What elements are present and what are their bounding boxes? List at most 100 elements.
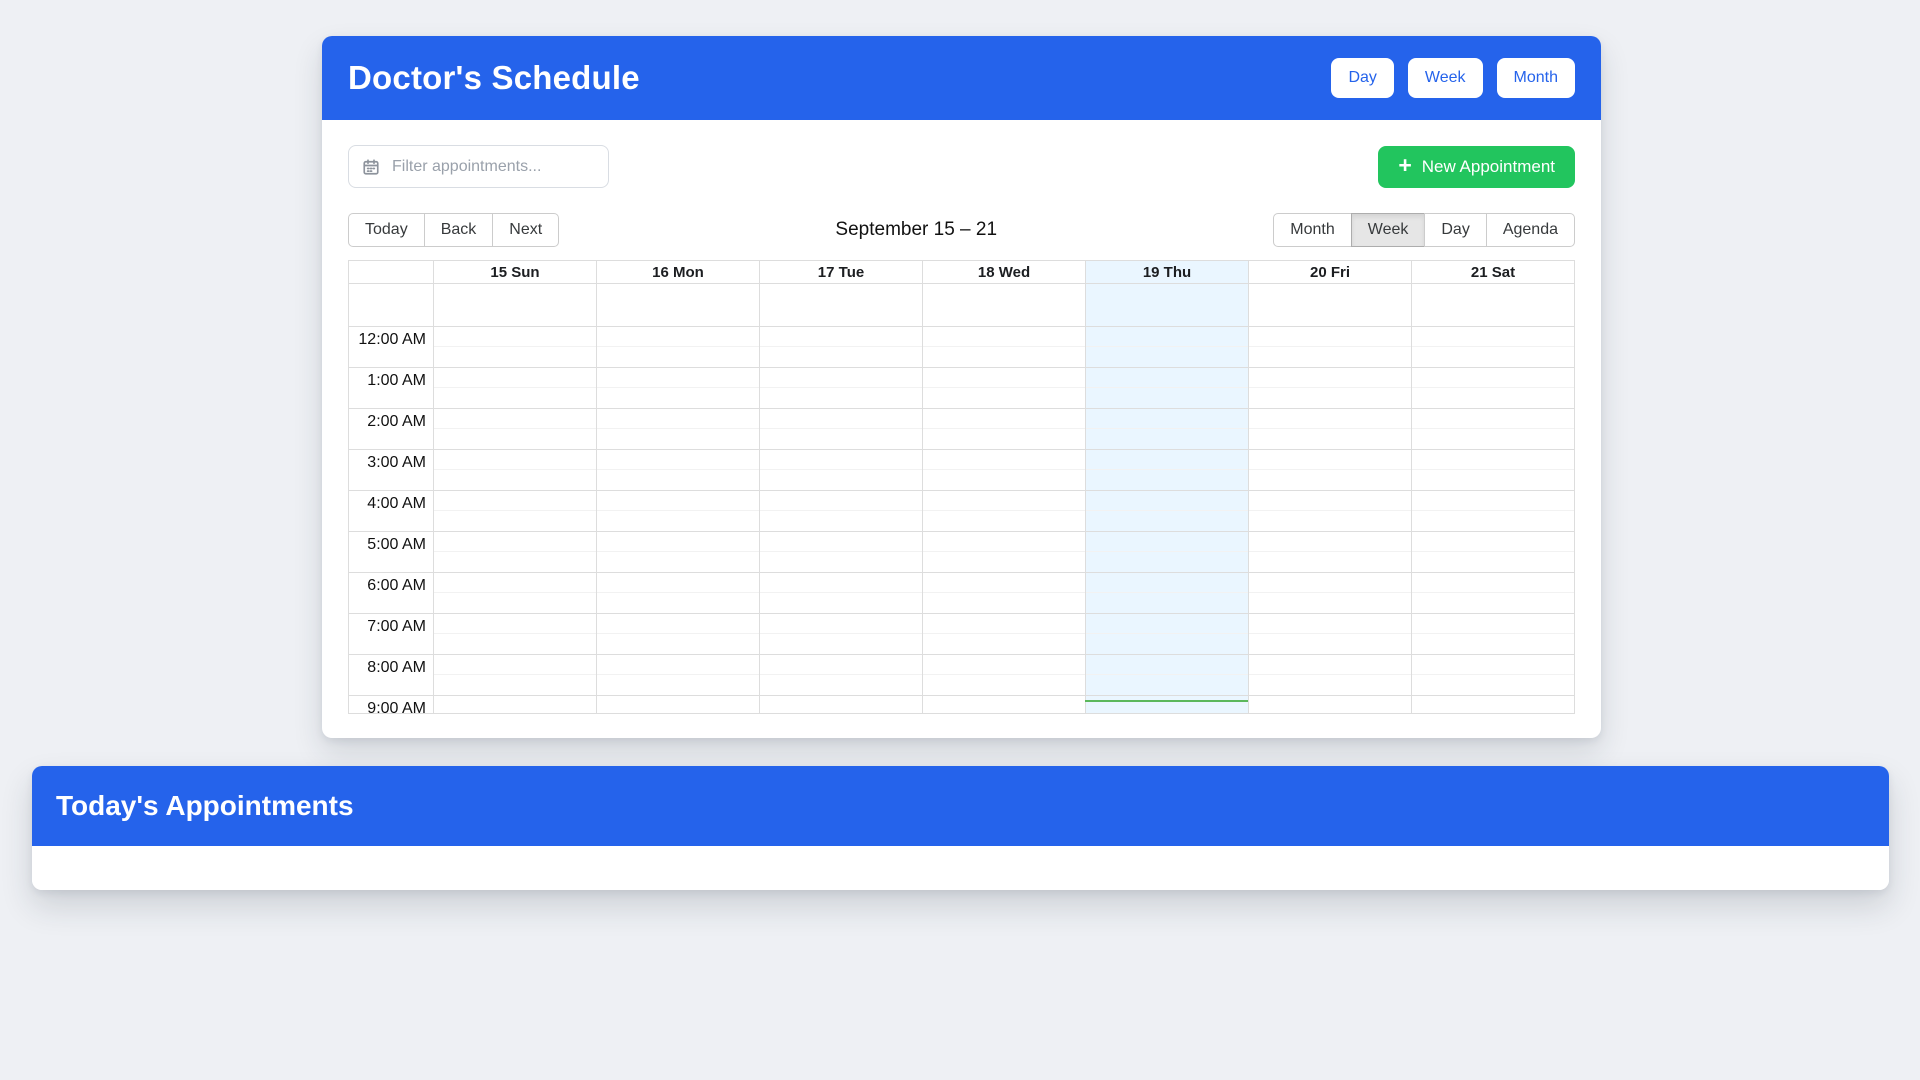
time-slot[interactable] [597, 573, 759, 614]
time-slot[interactable] [1412, 491, 1574, 532]
time-slot[interactable] [597, 491, 759, 532]
time-slot[interactable] [923, 614, 1085, 655]
time-slot[interactable] [597, 368, 759, 409]
time-slot[interactable] [923, 573, 1085, 614]
time-slot[interactable] [923, 655, 1085, 696]
time-slot[interactable] [597, 409, 759, 450]
time-slot[interactable] [1249, 696, 1411, 713]
time-slot[interactable] [923, 450, 1085, 491]
time-slot[interactable] [1249, 368, 1411, 409]
time-slot[interactable] [1086, 573, 1248, 614]
header-view-button-day[interactable]: Day [1331, 58, 1394, 98]
time-slot[interactable] [434, 327, 596, 368]
time-slot[interactable] [434, 409, 596, 450]
time-slot[interactable] [760, 327, 922, 368]
time-slot[interactable] [760, 532, 922, 573]
time-slot[interactable] [1086, 450, 1248, 491]
header-view-button-month[interactable]: Month [1496, 58, 1575, 98]
time-slot[interactable] [597, 532, 759, 573]
time-slot[interactable] [1086, 368, 1248, 409]
toolbar-view-day[interactable]: Day [1424, 213, 1487, 247]
time-slot[interactable] [923, 409, 1085, 450]
half-hour-divider [434, 491, 596, 511]
toolbar-view-month[interactable]: Month [1273, 213, 1352, 247]
time-slot[interactable] [1249, 450, 1411, 491]
time-slot[interactable] [1412, 614, 1574, 655]
time-slot[interactable] [434, 368, 596, 409]
new-appointment-button[interactable]: + New Appointment [1378, 145, 1575, 188]
time-slot[interactable] [1086, 614, 1248, 655]
current-time-indicator [1084, 700, 1248, 702]
allday-cell-tue[interactable] [759, 284, 922, 326]
time-slot[interactable] [1249, 409, 1411, 450]
time-slot[interactable] [760, 491, 922, 532]
half-hour-divider [1086, 655, 1248, 675]
time-slot[interactable] [1412, 696, 1574, 713]
time-slot[interactable] [1249, 655, 1411, 696]
toolbar-nav-next[interactable]: Next [492, 213, 560, 247]
half-hour-divider [1412, 573, 1574, 593]
time-slot[interactable] [434, 450, 596, 491]
time-label: 5:00 AM [349, 532, 433, 573]
time-slot[interactable] [923, 327, 1085, 368]
time-slot[interactable] [1086, 655, 1248, 696]
allday-cell-thu[interactable] [1085, 284, 1248, 326]
filter-appointments-box[interactable] [348, 145, 609, 188]
time-label: 8:00 AM [349, 655, 433, 696]
allday-cell-mon[interactable] [596, 284, 759, 326]
time-slot[interactable] [760, 614, 922, 655]
time-slot[interactable] [1086, 491, 1248, 532]
time-slot[interactable] [923, 491, 1085, 532]
time-slot[interactable] [923, 532, 1085, 573]
time-slot[interactable] [760, 655, 922, 696]
time-slot[interactable] [597, 450, 759, 491]
time-slot[interactable] [1412, 409, 1574, 450]
time-slot[interactable] [1412, 655, 1574, 696]
time-slot[interactable] [597, 614, 759, 655]
time-slot[interactable] [1249, 327, 1411, 368]
time-slot[interactable] [434, 573, 596, 614]
allday-cell-wed[interactable] [922, 284, 1085, 326]
date-range-label: September 15 – 21 [835, 219, 998, 240]
time-slot[interactable] [1249, 573, 1411, 614]
time-slot[interactable] [1412, 573, 1574, 614]
allday-cell-fri[interactable] [1248, 284, 1411, 326]
time-slot[interactable] [1086, 409, 1248, 450]
time-slot[interactable] [1412, 532, 1574, 573]
time-slot[interactable] [434, 655, 596, 696]
time-slot[interactable] [1412, 327, 1574, 368]
time-slot[interactable] [760, 450, 922, 491]
filter-appointments-input[interactable] [390, 156, 595, 177]
time-slot[interactable] [1412, 368, 1574, 409]
time-slot[interactable] [1086, 532, 1248, 573]
time-slot[interactable] [760, 696, 922, 713]
plus-icon: + [1398, 152, 1412, 178]
time-slot[interactable] [597, 327, 759, 368]
time-slot[interactable] [434, 614, 596, 655]
day-header-sun: 15 Sun [433, 261, 596, 283]
toolbar-view-week[interactable]: Week [1350, 213, 1426, 247]
time-slot[interactable] [1412, 450, 1574, 491]
allday-cell-sat[interactable] [1411, 284, 1574, 326]
time-slot[interactable] [923, 368, 1085, 409]
time-slot[interactable] [760, 368, 922, 409]
header-view-button-week[interactable]: Week [1407, 58, 1483, 98]
time-slot[interactable] [434, 696, 596, 713]
time-slot[interactable] [597, 655, 759, 696]
time-slot[interactable] [923, 696, 1085, 713]
allday-cell-sun[interactable] [433, 284, 596, 326]
half-hour-divider [923, 573, 1085, 593]
toolbar-nav-today[interactable]: Today [348, 213, 425, 247]
toolbar-view-agenda[interactable]: Agenda [1485, 213, 1575, 247]
toolbar-nav-back[interactable]: Back [423, 213, 494, 247]
time-slot[interactable] [1086, 327, 1248, 368]
time-slot[interactable] [760, 409, 922, 450]
time-slot[interactable] [760, 573, 922, 614]
time-slot[interactable] [1086, 696, 1248, 713]
time-slot[interactable] [597, 696, 759, 713]
time-slot[interactable] [434, 532, 596, 573]
time-slot[interactable] [1249, 614, 1411, 655]
time-slot[interactable] [1249, 491, 1411, 532]
time-slot[interactable] [1249, 532, 1411, 573]
time-slot[interactable] [434, 491, 596, 532]
